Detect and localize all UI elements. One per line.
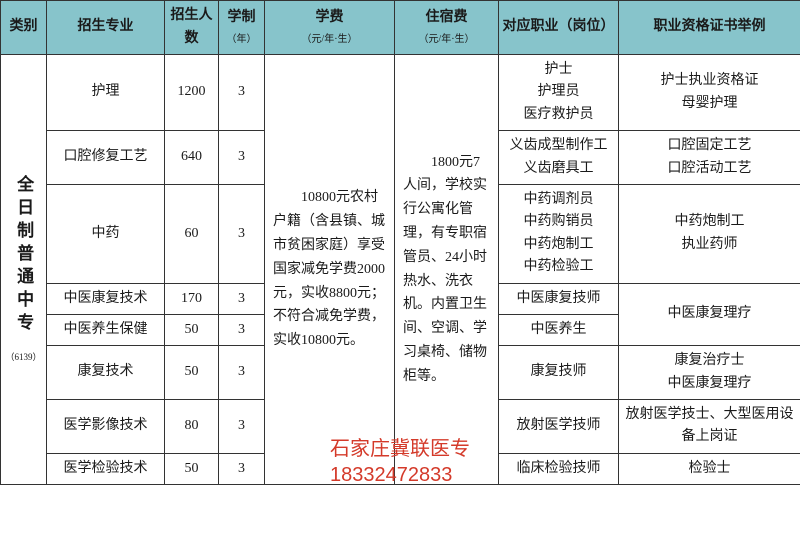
header-count: 招生人数 [165,1,219,55]
count-cell: 640 [165,131,219,185]
job-cell: 临床检验技师 [499,453,619,484]
major-cell: 中药 [47,184,165,283]
header-years-sub: （年） [222,32,261,48]
header-cert: 职业资格证书举例 [619,1,800,55]
category-code: （6139） [4,350,43,364]
table-body: 全日制普通中专 （6139） 护理 1200 3 10800元农村户籍（含县镇、… [1,55,800,485]
header-dorm: 住宿费 （元/年·生） [395,1,499,55]
cert-cell: 中药炮制工执业药师 [619,184,800,283]
cert-cell: 康复治疗士中医康复理疗 [619,346,800,400]
header-years-label: 学制 [228,10,256,25]
header-tuition-label: 学费 [316,10,344,25]
job-cell: 护士护理员医疗救护员 [499,55,619,131]
job-cell: 康复技师 [499,346,619,400]
years-cell: 3 [219,55,265,131]
years-cell: 3 [219,131,265,185]
count-cell: 50 [165,346,219,400]
major-cell: 中医康复技术 [47,283,165,314]
job-cell: 中医康复技师 [499,283,619,314]
header-category: 类别 [1,1,47,55]
category-label: 全日制普通中专 [10,175,37,336]
count-cell: 50 [165,314,219,345]
job-cell: 中药调剂员中药购销员中药炮制工中药检验工 [499,184,619,283]
count-cell: 50 [165,453,219,484]
cert-cell: 放射医学技士、大型医用设备上岗证 [619,400,800,454]
table-row: 全日制普通中专 （6139） 护理 1200 3 10800元农村户籍（含县镇、… [1,55,800,131]
cert-cell: 口腔固定工艺口腔活动工艺 [619,131,800,185]
header-job: 对应职业（岗位） [499,1,619,55]
category-cell: 全日制普通中专 （6139） [1,55,47,485]
major-cell: 康复技术 [47,346,165,400]
years-cell: 3 [219,346,265,400]
dorm-cell: 1800元7人间，学校实行公寓化管理，有专职宿管员、24小时热水、洗衣机。内置卫… [395,55,499,485]
job-cell: 中医养生 [499,314,619,345]
cert-cell: 中医康复理疗 [619,283,800,346]
major-cell: 口腔修复工艺 [47,131,165,185]
header-row: 类别 招生专业 招生人数 学制 （年） 学费 （元/年·生） 住宿费 （元/年·… [1,1,800,55]
count-cell: 60 [165,184,219,283]
header-dorm-label: 住宿费 [426,10,468,25]
major-cell: 医学影像技术 [47,400,165,454]
count-cell: 1200 [165,55,219,131]
major-cell: 医学检验技术 [47,453,165,484]
job-cell: 义齿成型制作工义齿磨具工 [499,131,619,185]
header-dorm-sub: （元/年·生） [398,32,495,48]
count-cell: 80 [165,400,219,454]
years-cell: 3 [219,184,265,283]
years-cell: 3 [219,283,265,314]
header-major: 招生专业 [47,1,165,55]
years-cell: 3 [219,453,265,484]
years-cell: 3 [219,314,265,345]
count-cell: 170 [165,283,219,314]
years-cell: 3 [219,400,265,454]
header-tuition-sub: （元/年·生） [268,32,391,48]
tuition-cell: 10800元农村户籍（含县镇、城市贫困家庭）享受国家减免学费2000元，实收88… [265,55,395,485]
header-tuition: 学费 （元/年·生） [265,1,395,55]
admissions-table: 类别 招生专业 招生人数 学制 （年） 学费 （元/年·生） 住宿费 （元/年·… [0,0,800,485]
major-cell: 中医养生保健 [47,314,165,345]
major-cell: 护理 [47,55,165,131]
cert-cell: 护士执业资格证母婴护理 [619,55,800,131]
cert-cell: 检验士 [619,453,800,484]
header-years: 学制 （年） [219,1,265,55]
job-cell: 放射医学技师 [499,400,619,454]
